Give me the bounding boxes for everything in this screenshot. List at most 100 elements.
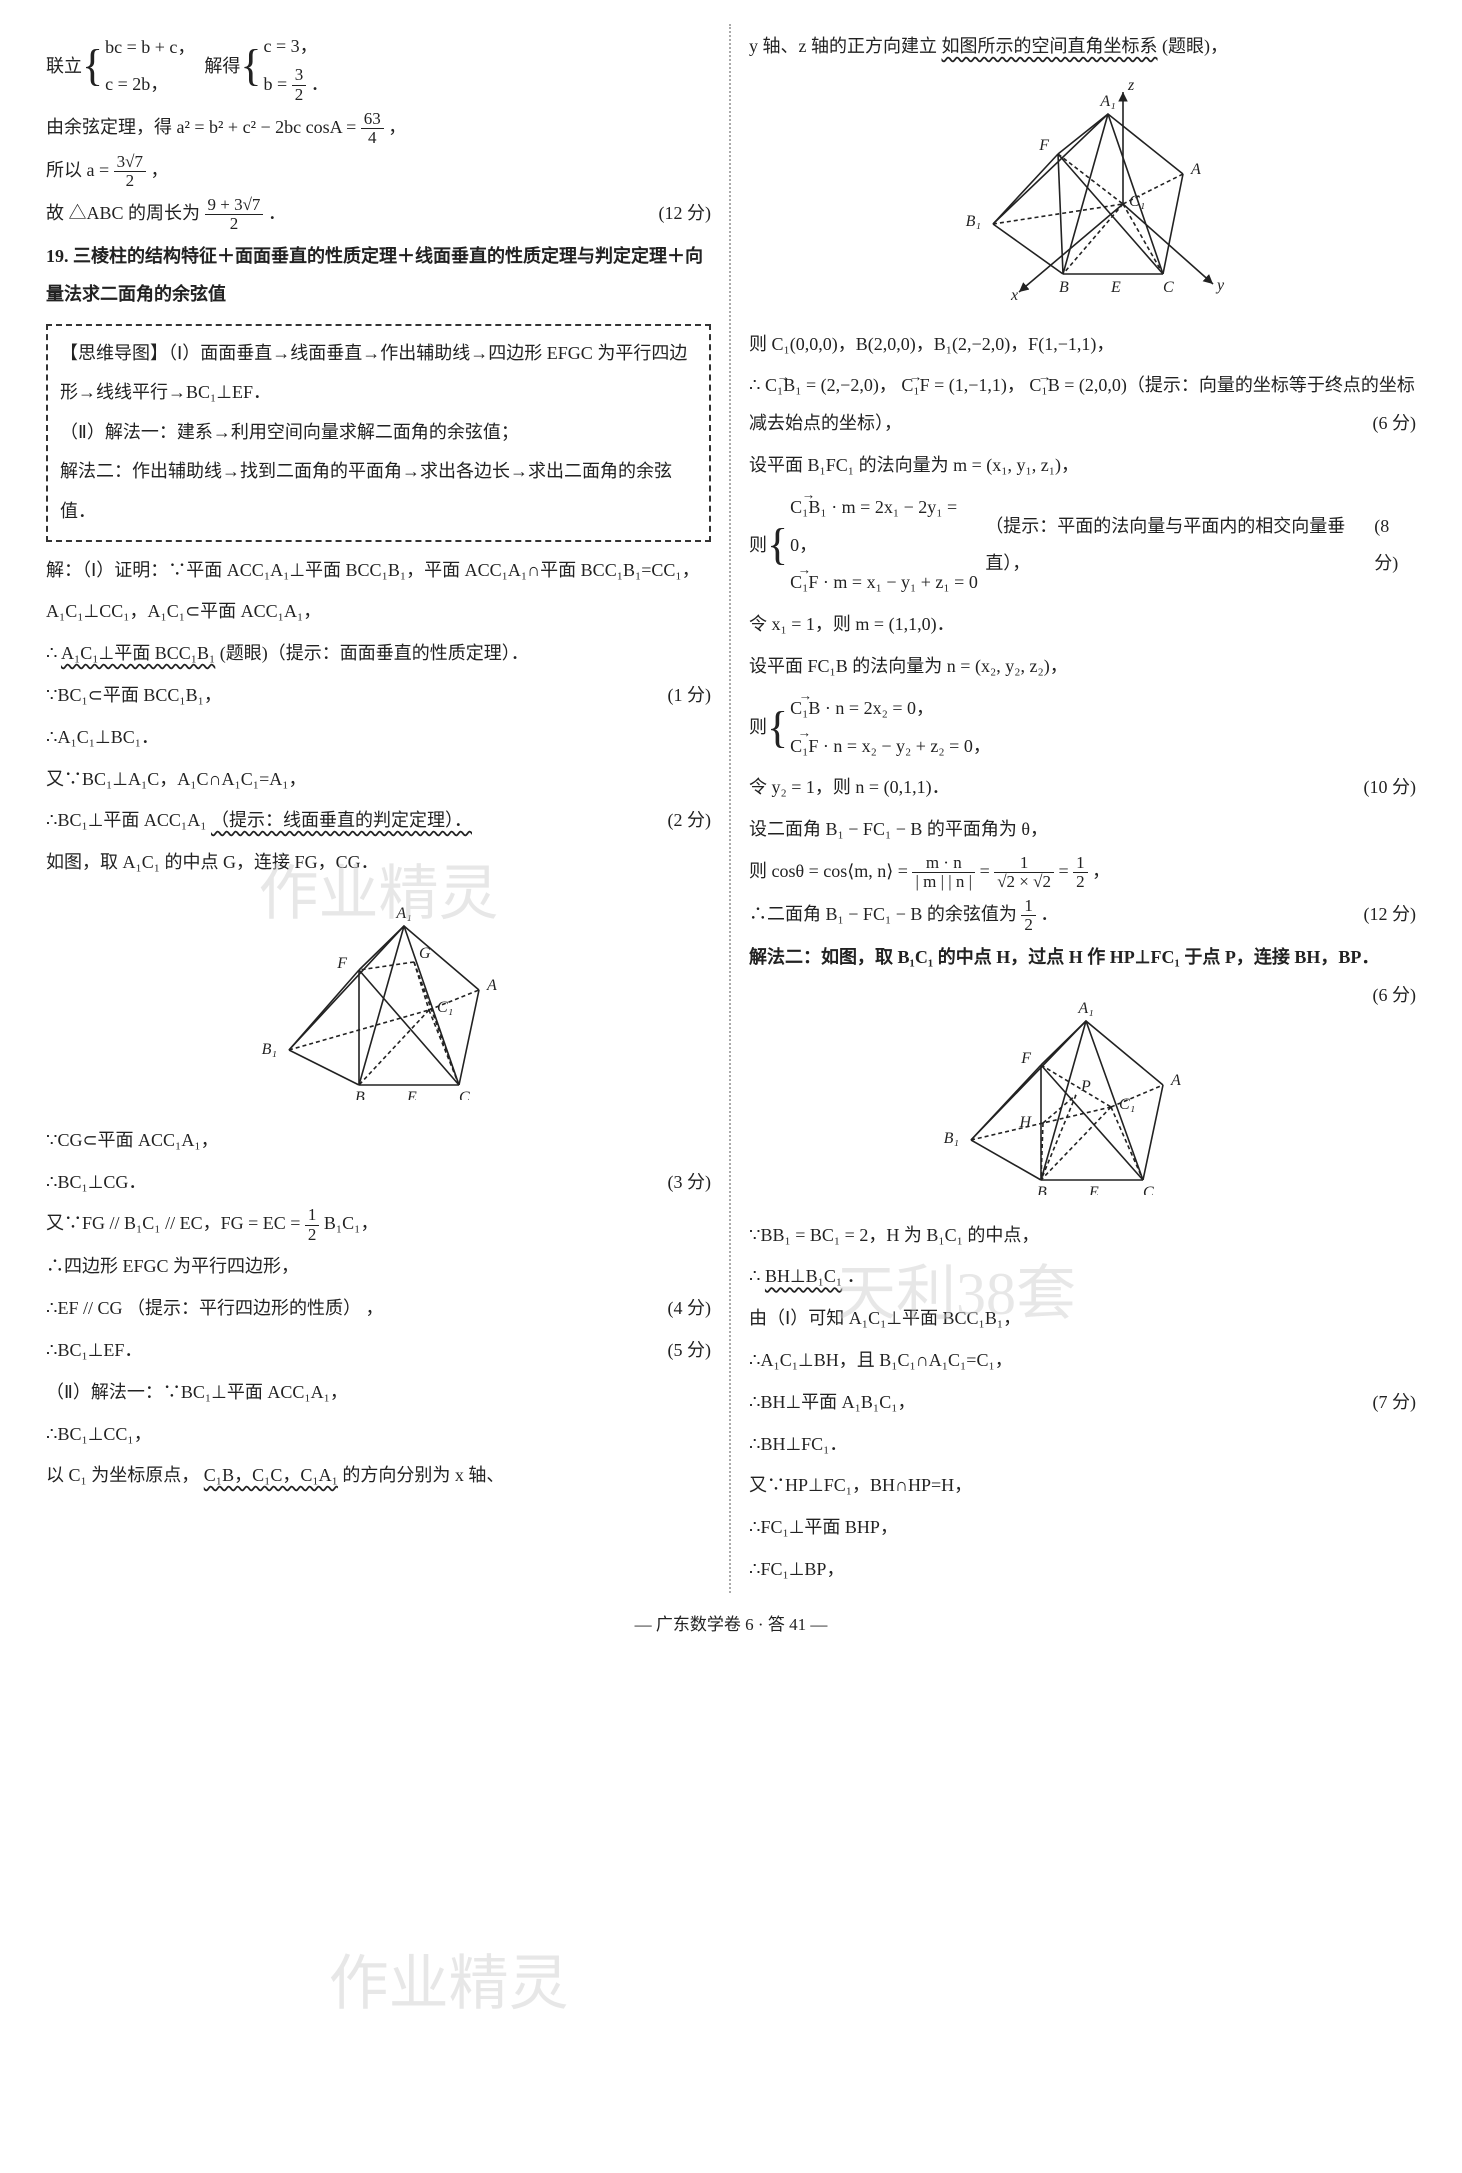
denominator: 2 <box>114 172 146 191</box>
page-footer: — 广东数学卷 6 · 答 41 — <box>28 1607 1434 1643</box>
wavy-text: A₁C₁⊥平面 BCC₁B₁ <box>61 643 215 663</box>
text-line: 所以 a = 3√72 ， <box>46 152 711 191</box>
denominator: | m | | n | <box>912 873 975 892</box>
text-line: （Ⅱ）解法一：∵BC₁⊥平面 ACC₁A₁， <box>46 1374 711 1412</box>
label-B1: B₁ <box>943 1130 958 1147</box>
numerator: 3√7 <box>114 153 146 173</box>
text: 则 <box>749 527 767 565</box>
text-line: ∴BC₁⊥EF． (5 分) <box>46 1332 711 1370</box>
text-line: 故 △ABC 的周长为 9 + 3√72 ． (12 分) <box>46 195 711 234</box>
eq: bc = b + c， <box>105 37 195 57</box>
text-line: 令 x₁ = 1，则 m = (1,1,0)． <box>749 606 1416 644</box>
denominator: 4 <box>361 129 384 148</box>
problem-title: 19. 三棱柱的结构特征＋面面垂直的性质定理＋线面垂直的性质定理与判定定理＋向量… <box>46 238 711 314</box>
score: (12 分) <box>1364 896 1417 934</box>
brace-icon: { <box>767 523 788 567</box>
text-line: A₁C₁⊥CC₁，A₁C₁⊂平面 ACC₁A₁， <box>46 593 711 631</box>
text: ． <box>311 74 329 94</box>
system-body: c = 3， b = 32 ． <box>264 28 329 105</box>
text-line: ∴ C₁B₁ = (2,−2,0)， C₁F = (1,−1,1)， C₁B =… <box>749 367 1416 443</box>
wavy-text: （提示：线面垂直的判定定理）． <box>211 810 472 830</box>
text: ∴ <box>46 643 57 663</box>
fraction: 32 <box>292 66 307 104</box>
label-B1: B₁ <box>965 213 980 230</box>
label-x: x <box>1010 287 1018 304</box>
fraction: 3√72 <box>114 153 146 191</box>
eq: C₁F · m = x₁ − y₁ + z₁ = 0 <box>790 572 978 592</box>
numerator: 1 <box>994 854 1054 874</box>
text-line: ∴FC₁⊥平面 BHP， <box>749 1509 1416 1547</box>
label-y: y <box>1215 277 1225 294</box>
vector: C₁B₁ <box>790 497 827 517</box>
text: (题眼)， <box>1162 36 1228 56</box>
eq: C₁B · n = 2x₂ = 0， <box>790 698 934 718</box>
text: b = <box>264 74 292 94</box>
watermark: 作业精灵 <box>329 1921 569 2047</box>
text: 以 C₁ 为坐标原点， <box>46 1465 199 1485</box>
score: (6 分) <box>1373 405 1417 443</box>
fraction: 12 <box>305 1206 320 1244</box>
text: B₁C₁， <box>324 1213 379 1233</box>
label-C: C <box>1163 279 1174 296</box>
text-line: ∵BB₁ = BC₁ = 2，H 为 B₁C₁ 的中点， <box>749 1217 1416 1255</box>
text: ． <box>847 1266 865 1286</box>
normal-system-2: 则 { C₁B · n = 2x₂ = 0， C₁F · n = x₂ − y₂… <box>749 690 1416 766</box>
box-line: （Ⅱ）解法一：建系→利用空间向量求解二面角的余弦值； <box>60 413 697 453</box>
text-line: ∴ A₁C₁⊥平面 BCC₁B₁ (题眼)（提示：面面垂直的性质定理）． <box>46 635 711 673</box>
text: 令 y₂ = 1，则 n = (0,1,1)． <box>749 777 950 797</box>
fraction: m · n| m | | n | <box>912 854 975 892</box>
text: ∴BC₁⊥CG． <box>46 1172 146 1192</box>
score: (12 分) <box>659 195 712 233</box>
eq: c = 3， <box>264 36 318 56</box>
text-line: ∵BC₁⊂平面 BCC₁B₁， <box>46 677 711 715</box>
text: 由余弦定理，得 a² = b² + c² − 2bc cosA = <box>46 117 361 137</box>
fraction: 1√2 × √2 <box>994 854 1054 892</box>
wavy-text: BH⊥B₁C₁ <box>765 1266 842 1286</box>
text-line: 解法二：如图，取 B₁C₁ 的中点 H，过点 H 作 HP⊥FC₁ 于点 P，连… <box>749 939 1416 977</box>
text: 解得 <box>204 48 240 86</box>
system-body: C₁B₁ · m = 2x₁ − 2y₁ = 0， C₁F · m = x₁ −… <box>790 489 981 602</box>
text: 解法二：如图，取 B₁C₁ 的中点 H，过点 H 作 HP⊥FC₁ 于点 P，连… <box>749 947 1379 967</box>
vector: C₁B <box>1029 375 1059 395</box>
text-line: ∴ BH⊥B₁C₁ ． <box>749 1258 1416 1296</box>
text-line: ∴BC₁⊥CG． (3 分) <box>46 1164 711 1202</box>
score: (7 分) <box>1373 1384 1417 1422</box>
eq: C₁F · n = x₂ − y₂ + z₂ = 0， <box>790 736 991 756</box>
label-A1: A₁ <box>1077 1000 1093 1017</box>
score: (3 分) <box>668 1164 712 1202</box>
text-line: ∴BC₁⊥CC₁， <box>46 1416 711 1454</box>
left-column: 联立 { bc = b + c， c = 2b， 解得 { c = 3， b =… <box>28 24 731 1593</box>
diagram-1: A₁ A F G C₁ B₁ B E C <box>46 890 711 1114</box>
vector: C₁F <box>790 736 818 756</box>
label-C1: C₁ <box>437 999 453 1016</box>
text: · n = 2x₂ = 0， <box>820 698 934 718</box>
diagram-3: A₁ A F P H C₁ B₁ B E C <box>749 985 1416 1209</box>
score: (8 分) <box>1374 508 1416 584</box>
eq: c = 2b， <box>105 74 168 94</box>
text-line: 令 y₂ = 1，则 n = (0,1,1)． (10 分) <box>749 769 1416 807</box>
denominator: 2 <box>305 1226 320 1245</box>
wavy-text: 如图所示的空间直角坐标系 <box>942 36 1158 56</box>
denominator: 2 <box>1073 873 1088 892</box>
label-E: E <box>1110 279 1121 296</box>
vector: C₁B <box>790 698 820 718</box>
denominator: 2 <box>1021 916 1036 935</box>
numerator: 63 <box>361 110 384 130</box>
text: 联立 <box>46 48 82 86</box>
label-G: G <box>419 945 431 962</box>
text: · m = x₁ − y₁ + z₁ = 0 <box>818 572 977 592</box>
box-line: 解法二：作出辅助线→找到二面角的平面角→求出各边长→求出二面角的余弦值． <box>60 452 697 531</box>
text: ∴BC₁⊥平面 ACC₁A₁ <box>46 810 206 830</box>
text-line: 则 cosθ = cos⟨m, n⟩ = m · n| m | | n | = … <box>749 853 1416 892</box>
text-line: ∴FC₁⊥BP， <box>749 1551 1416 1589</box>
diagram-2: z y x A₁ A F C₁ B₁ B E C <box>749 74 1416 318</box>
text-line: 设平面 FC₁B 的法向量为 n = (x₂, y₂, z₂)， <box>749 648 1416 686</box>
text: y 轴、z 轴的正方向建立 <box>749 36 937 56</box>
text: ∴EF // CG <box>46 1298 127 1318</box>
numerator: 9 + 3√7 <box>205 196 264 216</box>
system-body: C₁B · n = 2x₂ = 0， C₁F · n = x₂ − y₂ + z… <box>790 690 991 766</box>
numerator: m · n <box>912 854 975 874</box>
score: (4 分) <box>668 1290 712 1328</box>
text: 则 <box>749 709 767 747</box>
text-line: 以 C₁ 为坐标原点， C₁B，C₁C，C₁A₁ 的方向分别为 x 轴、 <box>46 1457 711 1495</box>
